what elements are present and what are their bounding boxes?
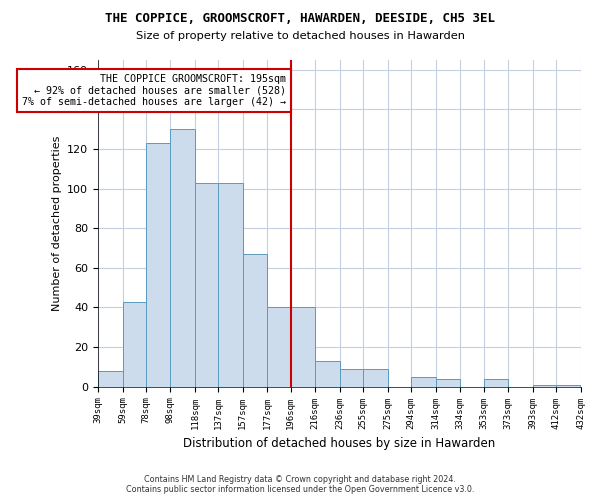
Bar [268, 308, 291, 386]
Bar [556, 384, 580, 386]
Bar [146, 143, 170, 386]
Bar [411, 377, 436, 386]
Bar [98, 371, 122, 386]
Bar [243, 254, 268, 386]
Bar [195, 183, 218, 386]
Bar [122, 302, 146, 386]
Bar [340, 369, 363, 386]
Bar [315, 361, 340, 386]
Bar [533, 384, 556, 386]
Bar [363, 369, 388, 386]
Bar [170, 130, 195, 386]
Bar [484, 379, 508, 386]
Text: THE COPPICE GROOMSCROFT: 195sqm
← 92% of detached houses are smaller (528)
7% of: THE COPPICE GROOMSCROFT: 195sqm ← 92% of… [22, 74, 286, 107]
Y-axis label: Number of detached properties: Number of detached properties [52, 136, 62, 311]
Bar [436, 379, 460, 386]
Bar [581, 384, 600, 386]
Bar [291, 308, 315, 386]
X-axis label: Distribution of detached houses by size in Hawarden: Distribution of detached houses by size … [183, 437, 496, 450]
Text: Contains HM Land Registry data © Crown copyright and database right 2024.
Contai: Contains HM Land Registry data © Crown c… [126, 474, 474, 494]
Bar [218, 183, 243, 386]
Text: THE COPPICE, GROOMSCROFT, HAWARDEN, DEESIDE, CH5 3EL: THE COPPICE, GROOMSCROFT, HAWARDEN, DEES… [105, 12, 495, 26]
Text: Size of property relative to detached houses in Hawarden: Size of property relative to detached ho… [136, 31, 464, 41]
